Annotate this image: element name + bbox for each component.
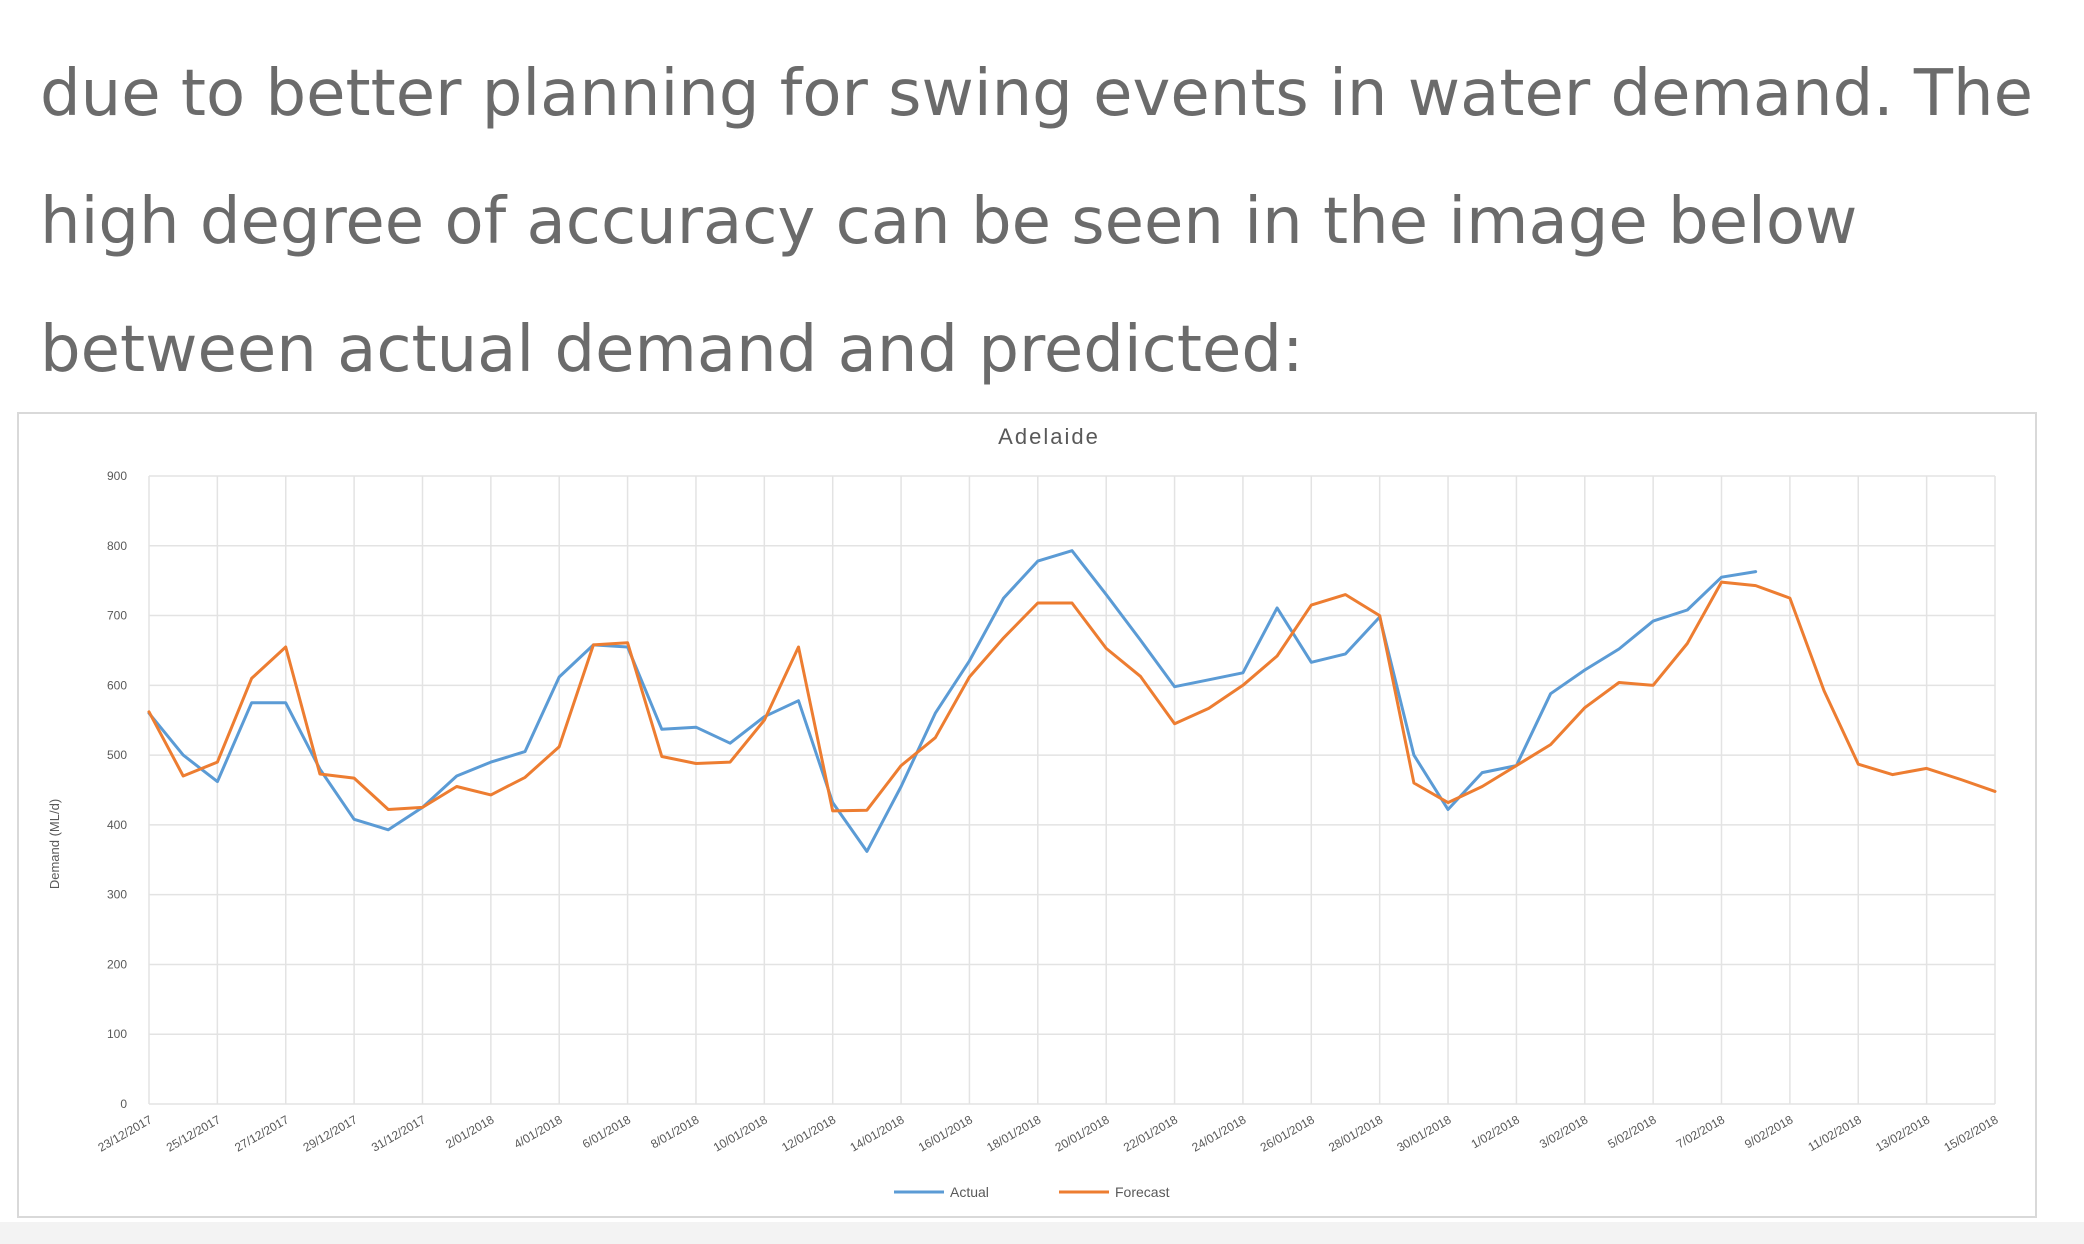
x-tick-label: 13/02/2018 bbox=[1873, 1112, 1932, 1154]
y-tick-label: 200 bbox=[107, 957, 127, 971]
series-line-forecast bbox=[147, 580, 1997, 813]
x-tick-label: 10/01/2018 bbox=[711, 1112, 770, 1154]
x-tick-label: 1/02/2018 bbox=[1469, 1112, 1523, 1151]
y-tick-label: 500 bbox=[107, 748, 127, 762]
x-tick-label: 20/01/2018 bbox=[1053, 1112, 1112, 1154]
x-tick-label: 12/01/2018 bbox=[779, 1112, 838, 1154]
x-tick-label: 26/01/2018 bbox=[1258, 1112, 1317, 1154]
x-tick-label: 18/01/2018 bbox=[984, 1112, 1043, 1154]
y-tick-labels: 0 100 200 300 400 500 600 700 800 900 bbox=[107, 469, 127, 1111]
x-tick-label: 5/02/2018 bbox=[1605, 1112, 1659, 1151]
paragraph-line-1: due to better planning for swing events … bbox=[40, 57, 2033, 131]
x-tick-label: 30/01/2018 bbox=[1395, 1112, 1454, 1154]
x-tick-label: 31/12/2017 bbox=[369, 1112, 428, 1154]
x-tick-label: 25/12/2017 bbox=[164, 1112, 223, 1154]
page-bottom-edge bbox=[0, 1222, 2084, 1244]
x-tick-label: 14/01/2018 bbox=[848, 1112, 907, 1154]
x-tick-label: 23/12/2017 bbox=[95, 1112, 154, 1154]
y-tick-label: 700 bbox=[107, 609, 127, 623]
y-tick-label: 100 bbox=[107, 1027, 127, 1041]
x-tick-label: 9/02/2018 bbox=[1742, 1112, 1796, 1151]
paragraph-line-3: between actual demand and predicted: bbox=[40, 313, 1304, 387]
x-tick-label: 28/01/2018 bbox=[1326, 1112, 1385, 1154]
legend-label-forecast: Forecast bbox=[1115, 1184, 1170, 1200]
series-line-actual bbox=[147, 549, 1758, 853]
x-tick-label: 2/01/2018 bbox=[443, 1112, 497, 1151]
y-tick-label: 400 bbox=[107, 818, 127, 832]
chart-title: Adelaide bbox=[998, 424, 1100, 449]
y-tick-label: 800 bbox=[107, 539, 127, 553]
y-axis-label: Demand (ML/d) bbox=[47, 799, 62, 889]
gridlines bbox=[148, 475, 1996, 1105]
x-tick-label: 3/02/2018 bbox=[1537, 1112, 1591, 1151]
legend-label-actual: Actual bbox=[950, 1184, 989, 1200]
x-tick-label: 7/02/2018 bbox=[1674, 1112, 1728, 1151]
x-tick-labels: 23/12/2017 25/12/2017 27/12/2017 29/12/2017… bbox=[95, 1112, 2000, 1154]
y-tick-label: 300 bbox=[107, 888, 127, 902]
paragraph-line-2: high degree of accuracy can be seen in t… bbox=[40, 185, 1858, 259]
y-tick-label: 600 bbox=[107, 678, 127, 692]
x-tick-label: 29/12/2017 bbox=[301, 1112, 360, 1154]
x-tick-label: 24/01/2018 bbox=[1189, 1112, 1248, 1154]
x-tick-label: 11/02/2018 bbox=[1806, 1112, 1865, 1154]
x-tick-label: 16/01/2018 bbox=[916, 1112, 975, 1154]
x-tick-label: 8/01/2018 bbox=[648, 1112, 702, 1151]
demand-chart: 0 100 200 300 400 500 600 700 800 900 23/12/2017 2… bbox=[17, 412, 2037, 1218]
y-tick-label: 0 bbox=[120, 1097, 127, 1111]
y-tick-label: 900 bbox=[107, 469, 127, 483]
legend: Actual Forecast bbox=[894, 1184, 1170, 1200]
series-lines bbox=[147, 549, 1997, 853]
x-tick-label: 22/01/2018 bbox=[1121, 1112, 1180, 1154]
body-paragraph: due to better planning for swing events … bbox=[40, 30, 2060, 414]
x-tick-label: 27/12/2017 bbox=[232, 1112, 291, 1154]
x-tick-label: 4/01/2018 bbox=[511, 1112, 565, 1151]
x-tick-label: 6/01/2018 bbox=[580, 1112, 634, 1151]
x-tick-label: 15/02/2018 bbox=[1941, 1112, 2000, 1154]
